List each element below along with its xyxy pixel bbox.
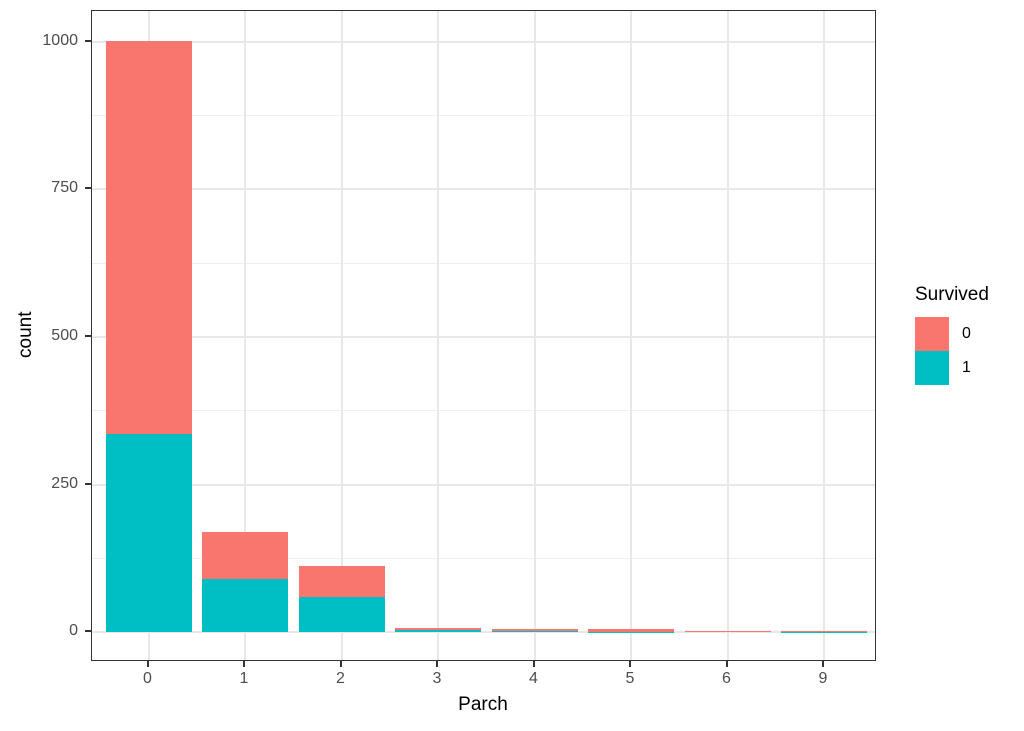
bar-segment-survived-1 (202, 578, 288, 633)
gridline-major-x (340, 11, 343, 660)
gridline-major-x (726, 11, 729, 660)
gridline-minor-y (92, 558, 875, 560)
x-tick-mark (339, 661, 342, 667)
y-tick-label: 750 (51, 179, 78, 197)
x-tick-label: 2 (336, 670, 345, 687)
y-tick-mark (85, 335, 91, 338)
y-tick-label: 500 (51, 327, 78, 345)
gridline-major-y (92, 336, 875, 339)
bar-segment-survived-0 (684, 631, 771, 633)
bar-segment-survived-1 (105, 433, 192, 633)
legend-entry-label: 1 (962, 359, 971, 376)
legend-entry-label: 0 (962, 325, 971, 342)
x-tick-mark (532, 661, 535, 667)
bar-segment-survived-0 (781, 631, 867, 632)
gridline-major-y (92, 483, 875, 486)
gridline-major-x (244, 11, 246, 660)
gridline-major-y (92, 40, 875, 43)
legend-key-swatch (915, 317, 949, 351)
x-tick-label: 6 (722, 670, 731, 687)
x-tick-mark (243, 661, 245, 667)
bar-segment-survived-1 (491, 631, 578, 633)
y-tick-mark (85, 39, 91, 42)
x-tick-mark (146, 661, 149, 667)
bar-segment-survived-0 (491, 628, 578, 632)
bar-segment-survived-1 (781, 631, 867, 633)
legend-title: Survived (915, 284, 989, 305)
x-tick-label: 4 (529, 670, 538, 687)
x-axis-title: Parch (458, 694, 508, 715)
gridline-major-y (92, 188, 875, 191)
bar-segment-survived-1 (298, 597, 385, 633)
bar-segment-survived-1 (395, 629, 481, 633)
bar-segment-survived-0 (298, 565, 385, 597)
x-tick-mark (822, 661, 824, 667)
y-tick-mark (85, 482, 91, 485)
legend-key-swatch (915, 351, 949, 385)
x-tick-label: 5 (625, 670, 635, 687)
gridline-major-x (533, 11, 536, 660)
x-tick-mark (725, 661, 728, 667)
gridline-major-x (823, 11, 825, 660)
gridline-minor-y (92, 410, 875, 412)
legend-item: 1 (915, 351, 989, 385)
x-tick-label: 0 (143, 670, 152, 687)
y-tick-mark (85, 630, 91, 633)
x-tick-mark (629, 661, 631, 667)
bar-segment-survived-0 (588, 628, 674, 632)
bar-segment-survived-0 (105, 40, 192, 434)
gridline-major-y (92, 631, 875, 634)
x-tick-label: 9 (818, 670, 828, 687)
gridline-minor-y (92, 262, 875, 264)
y-tick-mark (85, 187, 91, 190)
y-tick-label: 0 (69, 622, 78, 640)
gridline-major-x (437, 11, 439, 660)
y-tick-label: 1000 (42, 31, 78, 49)
x-tick-mark (436, 661, 438, 667)
x-tick-label: 3 (432, 670, 442, 687)
plot-panel (91, 10, 876, 661)
legend-item: 0 (915, 317, 989, 351)
bar-segment-survived-0 (202, 532, 288, 579)
x-tick-label: 1 (239, 670, 249, 687)
gridline-minor-y (92, 115, 875, 117)
bar-segment-survived-0 (395, 627, 481, 630)
bar-segment-survived-1 (588, 631, 674, 633)
gridline-major-x (630, 11, 632, 660)
y-tick-label: 250 (51, 474, 78, 492)
